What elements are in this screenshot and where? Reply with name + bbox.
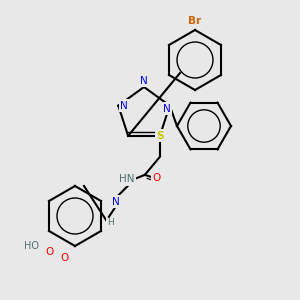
Text: HO: HO bbox=[23, 241, 38, 251]
Text: N: N bbox=[112, 197, 120, 207]
Text: N: N bbox=[163, 104, 171, 114]
Text: HN: HN bbox=[119, 174, 135, 184]
Text: O: O bbox=[45, 247, 53, 257]
Text: N: N bbox=[140, 76, 148, 86]
Text: O: O bbox=[153, 173, 161, 183]
Text: N: N bbox=[120, 101, 128, 111]
Text: O: O bbox=[60, 253, 68, 263]
Text: Br: Br bbox=[188, 16, 202, 26]
Text: H: H bbox=[107, 218, 114, 227]
Text: S: S bbox=[156, 131, 164, 141]
